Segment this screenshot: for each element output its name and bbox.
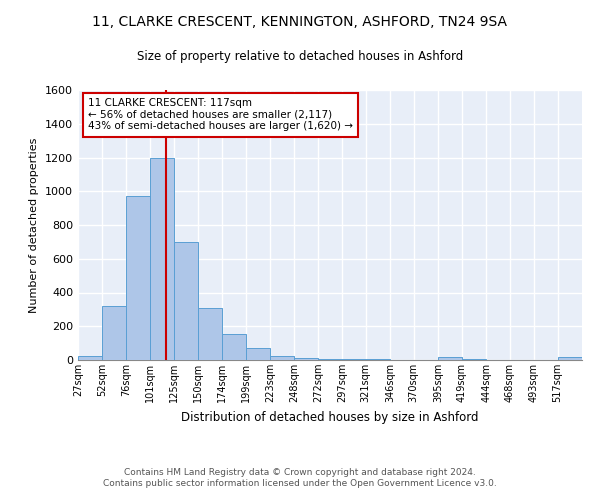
Bar [151, 158, 174, 360]
Bar [318, 359, 342, 360]
Text: Contains HM Land Registry data © Crown copyright and database right 2024.
Contai: Contains HM Land Registry data © Crown c… [103, 468, 497, 487]
X-axis label: Distribution of detached houses by size in Ashford: Distribution of detached houses by size … [181, 410, 479, 424]
Bar [557, 358, 582, 360]
Bar [126, 196, 151, 360]
Bar [294, 358, 318, 360]
Bar [461, 359, 486, 360]
Bar [438, 358, 461, 360]
Bar [222, 334, 247, 360]
Bar [199, 308, 222, 360]
Bar [174, 242, 199, 360]
Text: 11 CLARKE CRESCENT: 117sqm
← 56% of detached houses are smaller (2,117)
43% of s: 11 CLARKE CRESCENT: 117sqm ← 56% of deta… [88, 98, 353, 132]
Y-axis label: Number of detached properties: Number of detached properties [29, 138, 40, 312]
Text: 11, CLARKE CRESCENT, KENNINGTON, ASHFORD, TN24 9SA: 11, CLARKE CRESCENT, KENNINGTON, ASHFORD… [92, 15, 508, 29]
Bar [342, 359, 366, 360]
Bar [270, 356, 294, 360]
Bar [103, 306, 126, 360]
Bar [247, 348, 270, 360]
Text: Size of property relative to detached houses in Ashford: Size of property relative to detached ho… [137, 50, 463, 63]
Bar [366, 359, 390, 360]
Bar [78, 356, 103, 360]
